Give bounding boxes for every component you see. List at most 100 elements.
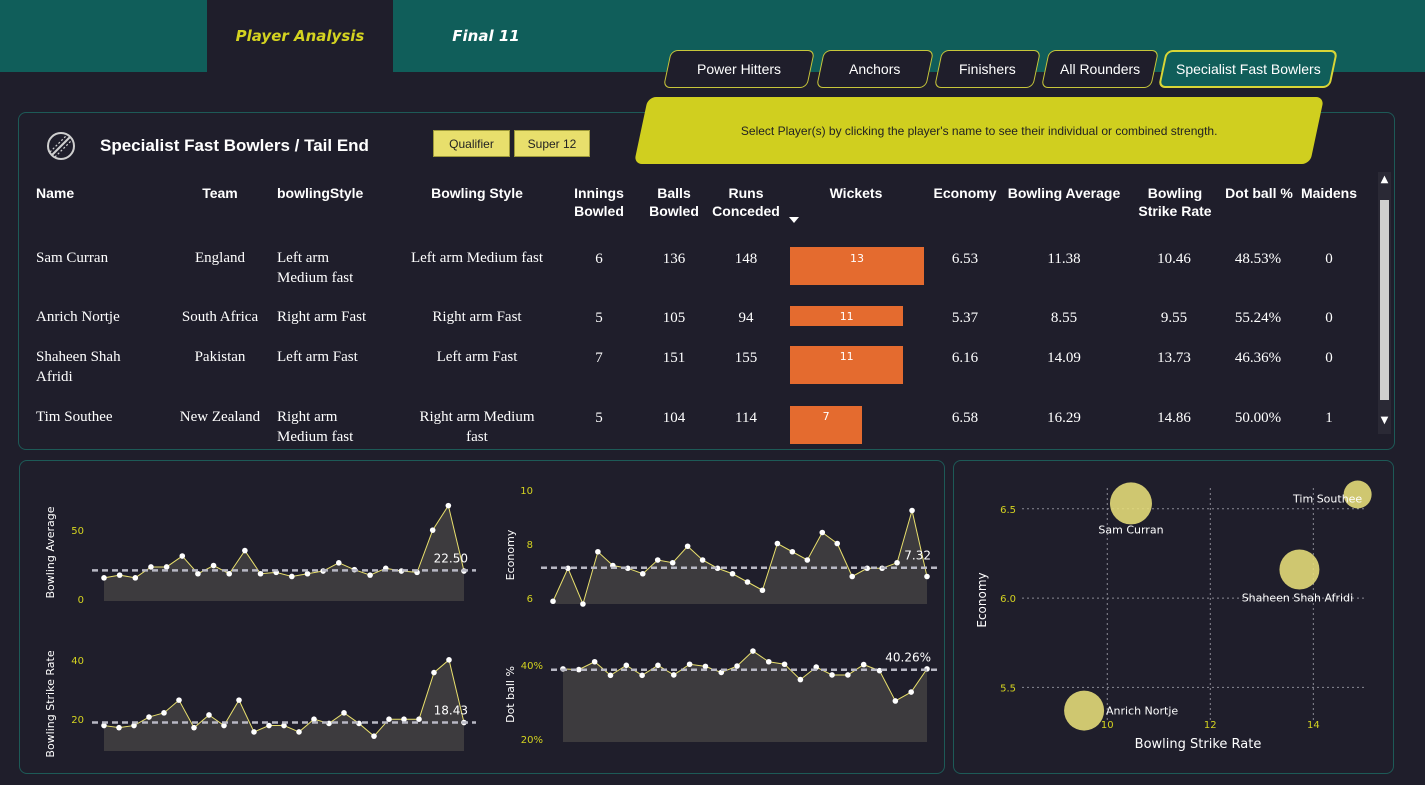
wickets-bar-label: 11 <box>839 350 854 363</box>
balls-cell: 136 <box>662 251 686 267</box>
data-point <box>702 663 709 670</box>
segment-finishers[interactable]: Finishers <box>933 50 1042 88</box>
col-header-team[interactable]: Team <box>202 185 238 201</box>
data-point <box>416 716 422 722</box>
data-point <box>789 548 796 555</box>
data-point <box>210 562 217 569</box>
segment-label: Specialist Fast Bowlers <box>1175 61 1321 77</box>
average-label: 7.32 <box>904 549 931 563</box>
innings-cell: 5 <box>595 310 603 326</box>
data-point <box>176 697 182 703</box>
data-point <box>386 716 392 722</box>
col-header-wickets[interactable]: Wickets <box>829 185 883 201</box>
segment-label: All Rounders <box>1059 61 1141 77</box>
data-point <box>894 559 900 566</box>
innings-cell: 5 <box>595 410 603 426</box>
y-axis-label: Economy <box>504 529 517 580</box>
player-name[interactable]: Anrich Nortje <box>36 307 120 327</box>
player-bubble <box>1279 549 1320 590</box>
data-point <box>595 548 601 555</box>
style-line: Medium fast <box>277 270 354 286</box>
table-scrollbar-thumb[interactable] <box>1380 200 1389 400</box>
tab-final-11[interactable]: Final 11 <box>452 27 520 45</box>
col-header-innings[interactable]: Innings Bowled <box>566 184 632 220</box>
data-point <box>860 661 867 668</box>
col-header-economy[interactable]: Economy <box>933 185 997 201</box>
data-point <box>744 579 751 585</box>
data-point <box>834 540 841 547</box>
header-line: Bowled <box>574 203 624 219</box>
y-tick-label: 50 <box>71 526 84 537</box>
y-tick-label: 5.5 <box>1000 683 1016 694</box>
style-cell: Left arm Fast <box>277 347 358 367</box>
bowling-style-cell: Left arm Fast <box>396 347 558 367</box>
team-cell: England <box>195 250 245 266</box>
tab-player-analysis[interactable]: Player Analysis <box>207 0 393 72</box>
data-point <box>289 573 295 580</box>
style-line: Right arm Fast <box>277 309 367 325</box>
name-line: Sam Curran <box>36 250 109 266</box>
data-point <box>161 710 167 716</box>
bowling-style-cell: Right arm Medium fast <box>396 407 558 447</box>
area-fill <box>553 510 927 604</box>
data-point <box>924 573 930 580</box>
wickets-bar-label: 13 <box>850 252 864 265</box>
data-point <box>804 557 811 563</box>
col-header-bowling-style[interactable]: Bowling Style <box>431 185 523 201</box>
series-line <box>103 504 465 579</box>
x-tick-label: 12 <box>1204 720 1217 731</box>
player-name[interactable]: Sam Curran <box>36 248 108 268</box>
segment-specialist-fast-bowlers[interactable]: Specialist Fast Bowlers <box>1157 50 1339 88</box>
average-cell: 16.29 <box>1047 410 1081 426</box>
data-point <box>591 658 598 665</box>
data-point <box>781 661 788 668</box>
style-line: Right arm <box>277 409 338 425</box>
player-name[interactable]: Tim Southee <box>36 407 113 427</box>
data-point <box>163 564 170 570</box>
col-header-runs[interactable]: Runs Conceded <box>710 184 782 220</box>
segment-anchors[interactable]: Anchors <box>815 50 935 88</box>
bowling-style-cell: Right arm Fast <box>396 307 558 327</box>
wickets-bar-label: 11 <box>839 310 854 323</box>
player-name[interactable]: Shaheen Shah Afridi <box>36 347 121 387</box>
segment-all-rounders[interactable]: All Rounders <box>1040 50 1160 88</box>
data-point <box>797 676 804 683</box>
team-cell: Pakistan <box>194 349 246 365</box>
data-point <box>849 573 855 580</box>
data-point <box>623 662 630 669</box>
data-point <box>296 729 302 735</box>
col-header-bowling-average[interactable]: Bowling Average <box>1007 185 1121 201</box>
segment-power-hitters[interactable]: Power Hitters <box>662 50 816 88</box>
banner-text: Select Player(s) by clicking the player'… <box>740 123 1218 138</box>
data-point <box>734 663 740 669</box>
economy-chart: 7.32 10 8 6 Economy <box>504 486 939 607</box>
scroll-up-icon[interactable]: ▲ <box>1380 174 1389 185</box>
y-tick-label: 8 <box>527 540 533 551</box>
filter-qualifier-button[interactable]: Qualifier <box>433 130 510 157</box>
data-point <box>655 662 661 669</box>
data-point <box>101 575 107 581</box>
col-header-strike-rate[interactable]: Bowling Strike Rate <box>1130 184 1220 220</box>
average-cell: 11.38 <box>1047 251 1081 267</box>
scroll-down-icon[interactable]: ▼ <box>1380 415 1389 426</box>
col-header-balls[interactable]: Balls Bowled <box>645 184 703 220</box>
y-axis-label: Dot ball % <box>504 666 517 723</box>
header-line: Runs <box>728 185 764 201</box>
style-line: Left arm <box>277 250 330 266</box>
cricket-ball-icon <box>47 132 75 160</box>
dot-ball-cell: 48.53% <box>1234 251 1282 267</box>
col-header-maidens[interactable]: Maidens <box>1300 185 1357 201</box>
data-point <box>774 540 781 547</box>
filter-super12-button[interactable]: Super 12 <box>514 130 590 157</box>
style-line: Medium fast <box>277 429 354 445</box>
dot-ball-cell: 46.36% <box>1234 350 1282 366</box>
col-header-dot-ball[interactable]: Dot ball % <box>1225 185 1293 201</box>
sort-descending-icon[interactable] <box>789 217 799 223</box>
data-point <box>876 667 883 674</box>
balls-cell: 105 <box>662 310 686 326</box>
strike-rate-cell: 10.46 <box>1157 251 1191 267</box>
col-header-name[interactable]: Name <box>36 185 75 201</box>
innings-cell: 7 <box>595 350 603 366</box>
col-header-bowlingstyle[interactable]: bowlingStyle <box>277 185 364 201</box>
data-point <box>908 689 914 695</box>
